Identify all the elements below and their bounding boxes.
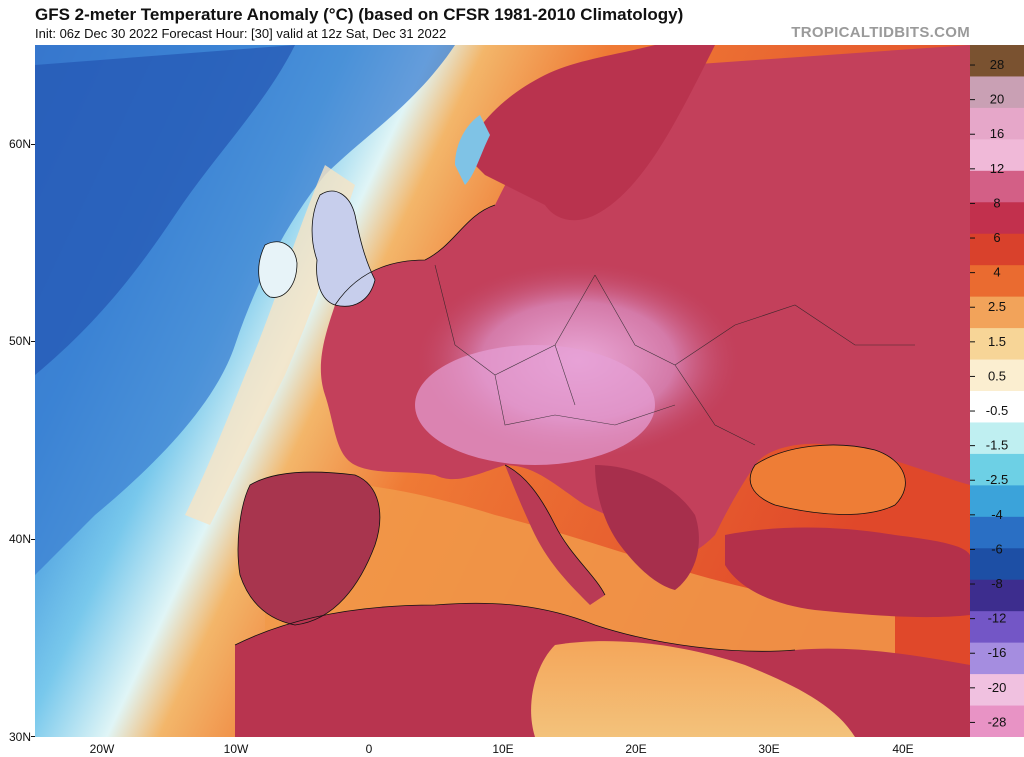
colorbar-label: -6	[991, 541, 1003, 556]
colorbar-label: -12	[988, 611, 1007, 626]
lon-label-0: 0	[365, 742, 373, 756]
colorbar-swatch	[970, 579, 1024, 612]
colorbar-swatches	[970, 45, 1024, 737]
colorbar-swatch	[970, 139, 1024, 172]
warm-front-band	[185, 165, 355, 525]
anomaly-map	[35, 45, 970, 737]
lon-label-40e: 40E	[892, 742, 914, 756]
lon-label-20e: 20E	[625, 742, 647, 756]
map-title: GFS 2-meter Temperature Anomaly (°C) (ba…	[35, 5, 684, 24]
coastline-strokes	[234, 190, 906, 652]
colorbar-label: -20	[988, 680, 1007, 695]
cold-atlantic-core	[35, 45, 295, 375]
colorbar-label: -4	[991, 507, 1003, 522]
colorbar-swatch	[970, 45, 1024, 77]
colorbar-label: 2.5	[988, 299, 1006, 314]
colorbar-swatch	[970, 76, 1024, 109]
colorbar-swatch	[970, 328, 1024, 361]
colorbar-label: -28	[988, 714, 1007, 729]
colorbar-swatch	[970, 422, 1024, 455]
colorbar-label: 6	[993, 230, 1000, 245]
colorbar-swatch	[970, 107, 1024, 140]
colorbar-label: -0.5	[986, 403, 1008, 418]
lat-tick-50n	[31, 341, 35, 342]
colorbar-label: 12	[990, 161, 1004, 176]
colorbar-label: 0.5	[988, 368, 1006, 383]
lon-label-30e: 30E	[758, 742, 780, 756]
colorbar-swatch	[970, 674, 1024, 707]
colorbar-swatch	[970, 202, 1024, 235]
sahara-warm	[531, 641, 855, 737]
italian-peninsula	[505, 465, 605, 605]
norway-coast-cold	[455, 115, 490, 185]
lon-label-10e: 10E	[492, 742, 514, 756]
colorbar-swatch	[970, 548, 1024, 581]
colorbar-label: -2.5	[986, 472, 1008, 487]
lat-label-60n: 60N	[8, 137, 31, 151]
colorbar-swatch	[970, 265, 1024, 298]
colorbar-label: -16	[988, 645, 1007, 660]
alps-hotspot	[415, 345, 655, 465]
lat-tick-40n	[31, 539, 35, 540]
colorbar-label: 4	[993, 265, 1000, 280]
colorbar-swatch	[970, 705, 1024, 737]
forecast-info: Init: 06z Dec 30 2022 Forecast Hour: [30…	[35, 26, 447, 41]
colorbar-label: -1.5	[986, 438, 1008, 453]
ireland	[258, 241, 297, 298]
colorbar-label: 28	[990, 57, 1004, 72]
colorbar-labels: 28 20 16 12 8 6 4 2.5 1.5 0.5 -0.5 -1.5 -2.5 -4 -6 -8 -1…	[970, 57, 1008, 729]
balkans-land	[595, 465, 699, 590]
colorbar-swatch	[970, 642, 1024, 675]
colorbar-label: 8	[993, 195, 1000, 210]
colorbar-label: -8	[991, 576, 1003, 591]
colorbar-label: 20	[990, 92, 1004, 107]
colorbar-label: 16	[990, 126, 1004, 141]
lat-label-40n: 40N	[8, 532, 31, 546]
colorbar-swatch	[970, 296, 1024, 329]
lat-label-50n: 50N	[8, 334, 31, 348]
colorbar-swatch	[970, 485, 1024, 518]
source-credit: TROPICALTIDBITS.COM	[791, 24, 970, 41]
lat-tick-60n	[31, 144, 35, 145]
colorbar-swatch	[970, 453, 1024, 486]
lon-label-10w: 10W	[223, 742, 249, 756]
lon-label-20w: 20W	[89, 742, 115, 756]
black-sea	[750, 445, 906, 515]
colorbar-swatch	[970, 359, 1024, 392]
colorbar-swatch	[970, 170, 1024, 203]
anatolia-land	[725, 527, 970, 618]
colorbar-label: 1.5	[988, 334, 1006, 349]
great-britain	[312, 191, 375, 307]
colorbar-swatch	[970, 233, 1024, 266]
lat-tick-30n	[31, 736, 35, 737]
colorbar-swatch	[970, 516, 1024, 549]
colorbar-swatch	[970, 391, 1024, 423]
country-borders	[434, 264, 915, 446]
lat-label-30n: 30N	[8, 730, 31, 744]
anomaly-colorbar: 28 20 16 12 8 6 4 2.5 1.5 0.5 -0.5 -1.5 -2.5 -4 -6 -8 -1…	[970, 45, 1024, 737]
scandinavia-land	[465, 45, 715, 221]
colorbar-swatch	[970, 611, 1024, 644]
iberian-peninsula	[238, 472, 380, 625]
